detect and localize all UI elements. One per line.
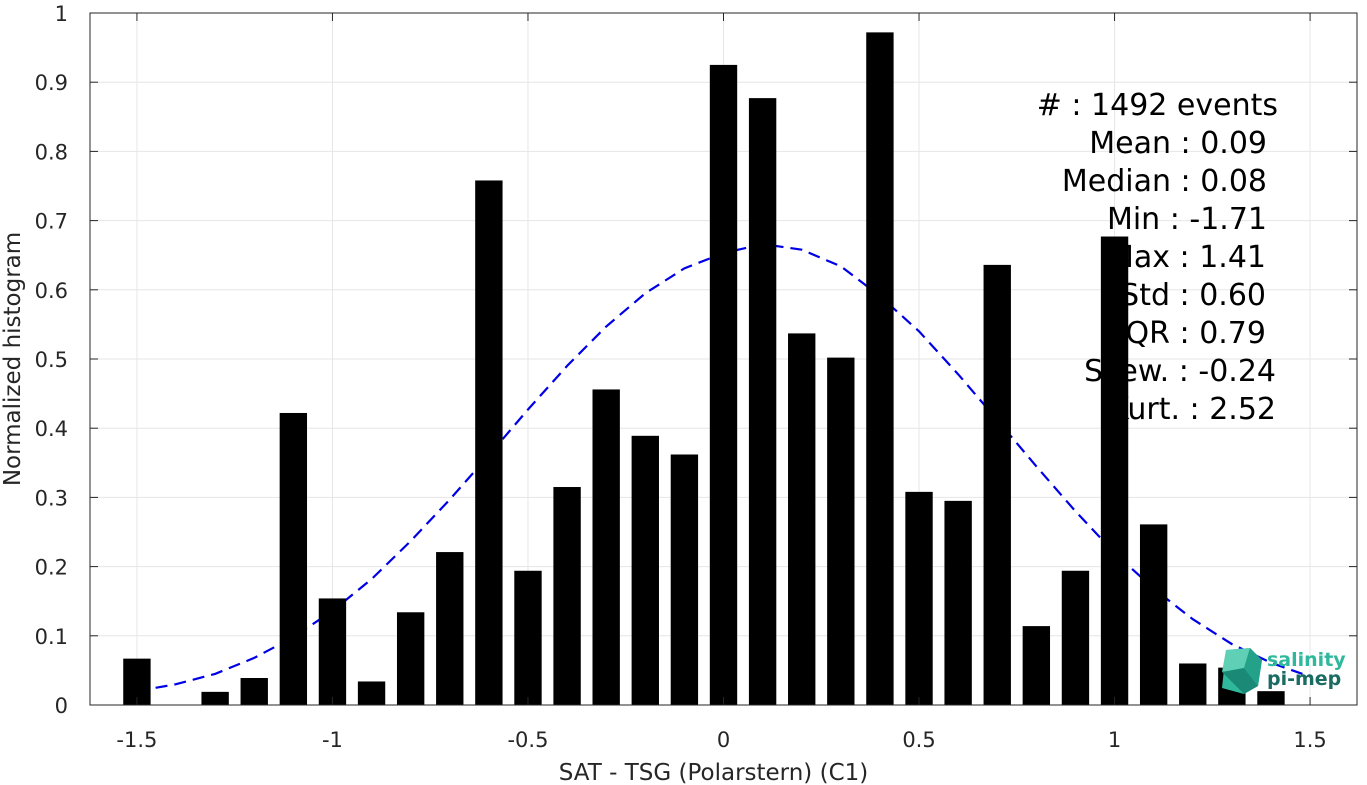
histogram-bar: [436, 552, 464, 705]
y-tick-label: 0.9: [35, 71, 68, 95]
x-tick-label: -1: [322, 728, 343, 752]
x-tick-label: -1.5: [116, 728, 157, 752]
histogram-bar: [279, 412, 308, 705]
y-tick-label: 0.3: [35, 486, 68, 510]
bars-group: [123, 32, 1285, 706]
y-tick-label: 1: [55, 2, 68, 26]
y-axis-label: Normalized histogram: [0, 232, 26, 486]
histogram-bar: [318, 598, 347, 705]
histogram-bar: [553, 487, 581, 705]
stat-min: Min : -1.71: [1107, 202, 1267, 237]
stat-skew: Skew. : -0.24: [1084, 354, 1276, 389]
logo-text-pimep: pi-mep: [1267, 668, 1341, 690]
x-axis-label: SAT - TSG (Polarstern) (C1): [559, 760, 868, 785]
y-tick-label: 0.4: [35, 417, 68, 441]
ticks-group: -1.5 -1 -0.5 0 0.5 1 1.5 0 0.1 0.2 0.3 0.4 0.5 0.6 0.7…: [35, 2, 1357, 752]
logo-text-salinity: salinity: [1267, 649, 1346, 671]
histogram-bar: [709, 64, 738, 705]
x-tick-label: 1: [1108, 728, 1121, 752]
histogram-bar: [592, 389, 620, 705]
histogram-bar: [1139, 524, 1168, 705]
logo-mark-icon: [1222, 648, 1262, 694]
histogram-bar: [475, 180, 503, 706]
y-tick-label: 0.5: [35, 348, 68, 372]
stats-box: # : 1492 events Mean : 0.09 Median : 0.0…: [1037, 88, 1278, 427]
histogram-bar: [357, 681, 386, 705]
stat-iqr: IQR : 0.79: [1117, 316, 1266, 351]
stat-kurt: Kurt. : 2.52: [1109, 392, 1276, 427]
x-tick-label: 0: [717, 728, 730, 752]
histogram-bar: [1061, 570, 1090, 705]
x-tick-label: -0.5: [507, 728, 548, 752]
stat-events: # : 1492 events: [1037, 88, 1278, 123]
histogram-bar: [201, 691, 229, 705]
histogram-bar: [396, 612, 425, 705]
histogram-bar: [944, 500, 972, 705]
histogram-bar: [905, 491, 933, 705]
histogram-bar: [1257, 691, 1285, 705]
y-tick-label: 0.6: [35, 279, 68, 303]
histogram-bar: [631, 435, 659, 705]
y-tick-label: 0.7: [35, 210, 68, 234]
histogram-bar: [827, 357, 855, 705]
histogram-bar: [788, 333, 816, 705]
stat-std: Std : 0.60: [1120, 278, 1266, 313]
histogram-bar: [514, 570, 542, 705]
histogram-bar: [1100, 236, 1129, 706]
stat-median: Median : 0.08: [1062, 164, 1267, 199]
stat-mean: Mean : 0.09: [1089, 126, 1267, 161]
histogram-bar: [983, 264, 1011, 705]
histogram-bar: [670, 454, 699, 705]
histogram-bar: [748, 98, 777, 706]
y-tick-label: 0: [55, 694, 68, 718]
y-tick-label: 0.8: [35, 140, 68, 164]
histogram-bar: [1179, 663, 1207, 705]
stat-max: Max : 1.41: [1108, 240, 1266, 275]
y-tick-label: 0.2: [35, 556, 68, 580]
histogram-bar: [866, 32, 894, 706]
x-tick-label: 0.5: [902, 728, 935, 752]
salinity-pimep-logo: salinity pi-mep: [1222, 648, 1346, 694]
y-tick-label: 0.1: [35, 625, 68, 649]
histogram-bar: [240, 678, 268, 705]
x-tick-label: 1.5: [1293, 728, 1326, 752]
histogram-bar: [1022, 626, 1051, 705]
